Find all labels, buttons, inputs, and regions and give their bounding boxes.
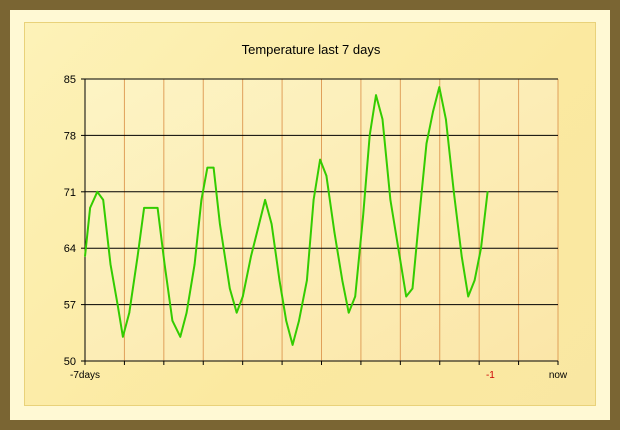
data-point — [419, 207, 421, 209]
data-point — [347, 311, 350, 314]
axes — [81, 78, 559, 365]
y-tick-label: 78 — [64, 130, 76, 142]
y-tick-label: 50 — [64, 356, 76, 368]
y-tick-label: 64 — [64, 243, 76, 255]
data-point — [333, 231, 336, 233]
data-point — [96, 191, 99, 193]
data-point — [306, 279, 308, 282]
data-point — [389, 199, 392, 201]
data-point — [425, 142, 428, 145]
data-point — [156, 207, 159, 209]
data-point — [200, 199, 203, 201]
data-point — [411, 287, 414, 290]
y-tick-label: 57 — [64, 300, 76, 312]
data-point — [405, 295, 407, 298]
data-point — [375, 94, 377, 96]
data-point — [397, 247, 400, 249]
data-point — [212, 166, 215, 169]
data-point — [285, 319, 288, 322]
data-point — [362, 215, 364, 217]
x-tick-label: -1 — [486, 370, 495, 381]
data-point — [84, 255, 86, 258]
data-point — [354, 295, 356, 298]
data-point — [432, 110, 434, 113]
x-tick-label: -7days — [70, 370, 100, 381]
data-point — [171, 319, 174, 322]
grid — [85, 78, 559, 361]
data-point — [122, 336, 124, 338]
series-line — [84, 86, 489, 346]
data-point — [438, 86, 441, 88]
data-point — [270, 223, 273, 225]
data-point — [445, 118, 447, 121]
data-point — [102, 199, 104, 201]
data-point — [179, 336, 182, 338]
y-tick-label: 85 — [64, 74, 76, 86]
data-point — [291, 344, 294, 346]
data-point — [312, 199, 315, 201]
line-chart: Temperature last 7 days 50 57 64 71 78 85 -7da… — [64, 42, 568, 381]
data-point — [319, 158, 321, 161]
x-tick-label: now — [549, 370, 568, 381]
data-point — [185, 311, 188, 314]
data-point — [368, 134, 371, 137]
data-point — [89, 207, 91, 209]
data-point — [193, 263, 196, 266]
series — [84, 86, 489, 346]
data-point — [460, 255, 463, 258]
data-point — [467, 295, 469, 298]
data-point — [480, 247, 482, 249]
data-point — [235, 311, 238, 314]
data-point — [136, 255, 139, 258]
data-point — [116, 303, 119, 306]
data-point — [219, 223, 221, 225]
y-tick-label: 71 — [64, 187, 76, 199]
data-point — [109, 263, 112, 266]
data-point — [143, 207, 145, 209]
data-point — [242, 295, 244, 298]
chart-panel: Temperature last 7 days 50 57 64 71 78 85 -7da… — [24, 22, 596, 406]
data-point — [250, 255, 252, 258]
data-point — [298, 319, 300, 322]
data-point — [264, 199, 266, 201]
data-point — [381, 118, 384, 121]
data-point — [206, 166, 209, 169]
tick-labels: 50 57 64 71 78 85 -7days -1 now — [64, 74, 568, 381]
data-point — [258, 223, 260, 225]
data-point — [341, 279, 344, 282]
data-point — [453, 191, 455, 193]
data-point — [128, 311, 131, 314]
data-point — [486, 191, 489, 193]
data-point — [163, 263, 166, 266]
data-point — [325, 174, 328, 177]
chart-title: Temperature last 7 days — [242, 42, 381, 57]
data-point — [473, 279, 476, 282]
data-point — [229, 287, 231, 290]
data-point — [278, 279, 281, 282]
